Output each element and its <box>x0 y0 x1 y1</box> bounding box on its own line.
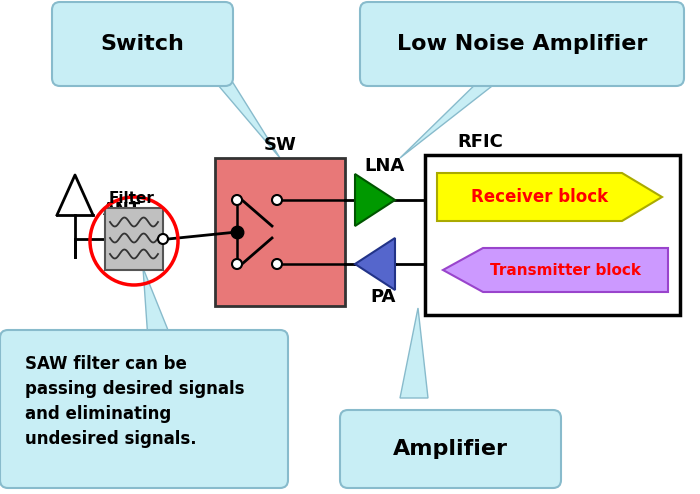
Text: Switch: Switch <box>100 34 184 54</box>
Bar <box>425 155 680 315</box>
Text: Transmitter block: Transmitter block <box>490 262 641 278</box>
Circle shape <box>232 259 242 269</box>
Text: Receiver block: Receiver block <box>471 188 608 206</box>
FancyBboxPatch shape <box>0 330 288 488</box>
Polygon shape <box>400 72 510 158</box>
Text: undesired signals.: undesired signals. <box>25 430 197 448</box>
Bar <box>105 208 163 270</box>
Text: ANT: ANT <box>103 201 141 219</box>
Polygon shape <box>143 268 172 340</box>
FancyArrow shape <box>437 173 662 221</box>
FancyBboxPatch shape <box>52 2 233 86</box>
Text: SW: SW <box>264 136 296 154</box>
Text: PA: PA <box>370 288 395 306</box>
Text: RFIC: RFIC <box>457 133 503 151</box>
Circle shape <box>232 195 242 205</box>
FancyArrow shape <box>443 248 668 292</box>
Circle shape <box>272 259 282 269</box>
Polygon shape <box>212 78 280 158</box>
Text: SAW filter can be: SAW filter can be <box>25 355 187 373</box>
Text: passing desired signals: passing desired signals <box>25 380 244 398</box>
Bar <box>215 158 345 306</box>
Polygon shape <box>355 238 395 290</box>
Circle shape <box>272 195 282 205</box>
Text: and eliminating: and eliminating <box>25 405 171 423</box>
FancyBboxPatch shape <box>360 2 684 86</box>
Circle shape <box>158 234 168 244</box>
Polygon shape <box>400 308 428 398</box>
Polygon shape <box>355 174 395 226</box>
Text: Filter: Filter <box>109 191 155 206</box>
FancyBboxPatch shape <box>340 410 561 488</box>
Text: LNA: LNA <box>365 157 405 175</box>
Text: Low Noise Amplifier: Low Noise Amplifier <box>397 34 648 54</box>
Text: Amplifier: Amplifier <box>393 439 508 459</box>
